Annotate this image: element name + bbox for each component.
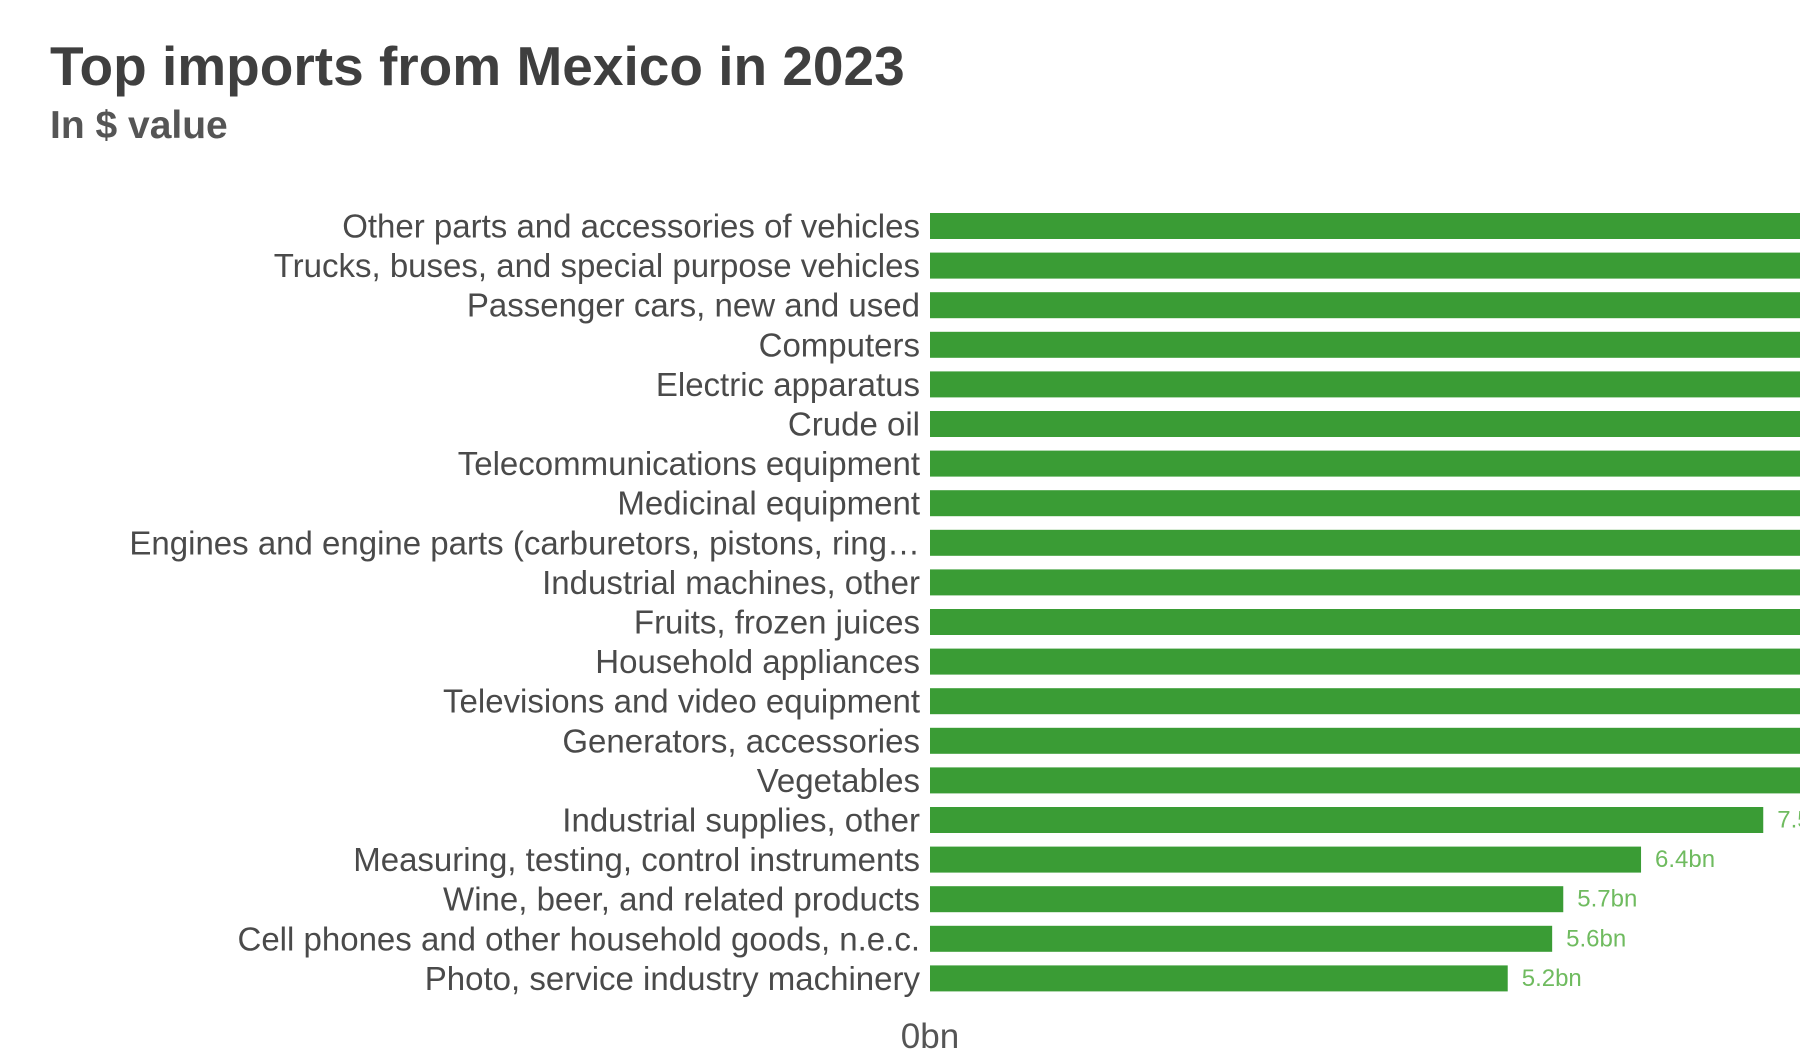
category-label: Photo, service industry machinery: [425, 960, 921, 997]
category-label: Televisions and video equipment: [443, 683, 920, 720]
category-label: Household appliances: [595, 643, 920, 680]
bar: [930, 886, 1564, 913]
bar: [930, 609, 1800, 635]
bar: [930, 727, 1800, 754]
category-label: Engines and engine parts (carburetors, p…: [129, 524, 920, 561]
bar: [930, 450, 1800, 477]
bar: [930, 569, 1800, 596]
bars: [930, 213, 1800, 992]
category-labels: Other parts and accessories of vehiclesT…: [129, 208, 920, 997]
category-label: Medicinal equipment: [617, 485, 920, 522]
bar: [930, 767, 1800, 794]
category-label: Passenger cars, new and used: [467, 287, 920, 324]
x-tick-label: 0bn: [901, 1017, 959, 1056]
bar: [930, 371, 1800, 398]
bar: [930, 648, 1800, 675]
data-label: 5.7bn: [1577, 886, 1637, 913]
bar: [930, 213, 1800, 239]
category-label: Trucks, buses, and special purpose vehic…: [274, 247, 920, 284]
category-label: Generators, accessories: [562, 722, 920, 759]
x-axis-ticks: 0bn10bn20bn30bn40bn50bn60bn70bn: [901, 1017, 959, 1056]
category-label: Wine, beer, and related products: [443, 881, 920, 918]
category-label: Cell phones and other household goods, n…: [238, 920, 921, 957]
bar: [930, 846, 1642, 873]
bar: [930, 411, 1800, 437]
category-label: Computers: [759, 326, 920, 363]
category-label: Measuring, testing, control instruments: [353, 841, 920, 878]
category-label: Telecommunications equipment: [458, 445, 920, 482]
bar: [930, 965, 1508, 992]
bar: [930, 331, 1800, 358]
category-label: Industrial machines, other: [542, 564, 920, 601]
value-labels: 65.2bn50.7bn42.3bn25.8bn23.6bn19.8bn14.6…: [1522, 807, 1800, 992]
category-label: Fruits, frozen juices: [634, 604, 920, 641]
category-label: Electric apparatus: [656, 366, 920, 403]
category-label: Industrial supplies, other: [562, 802, 920, 839]
category-label: Other parts and accessories of vehicles: [342, 208, 920, 245]
bar: [930, 490, 1800, 517]
data-label: 6.4bn: [1655, 846, 1715, 873]
bar: [930, 688, 1800, 715]
bar: [930, 529, 1800, 556]
category-label: Crude oil: [788, 406, 920, 443]
bar: [930, 807, 1764, 833]
chart-title: Top imports from Mexico in 2023: [50, 35, 905, 97]
bar: [930, 925, 1553, 952]
bar: [930, 292, 1800, 319]
category-label: Vegetables: [757, 762, 920, 799]
data-label: 7.5bn: [1777, 807, 1800, 834]
bar: [930, 252, 1800, 279]
chart-subtitle: In $ value: [50, 104, 228, 147]
data-label: 5.6bn: [1566, 925, 1626, 952]
data-label: 5.2bn: [1522, 965, 1582, 992]
